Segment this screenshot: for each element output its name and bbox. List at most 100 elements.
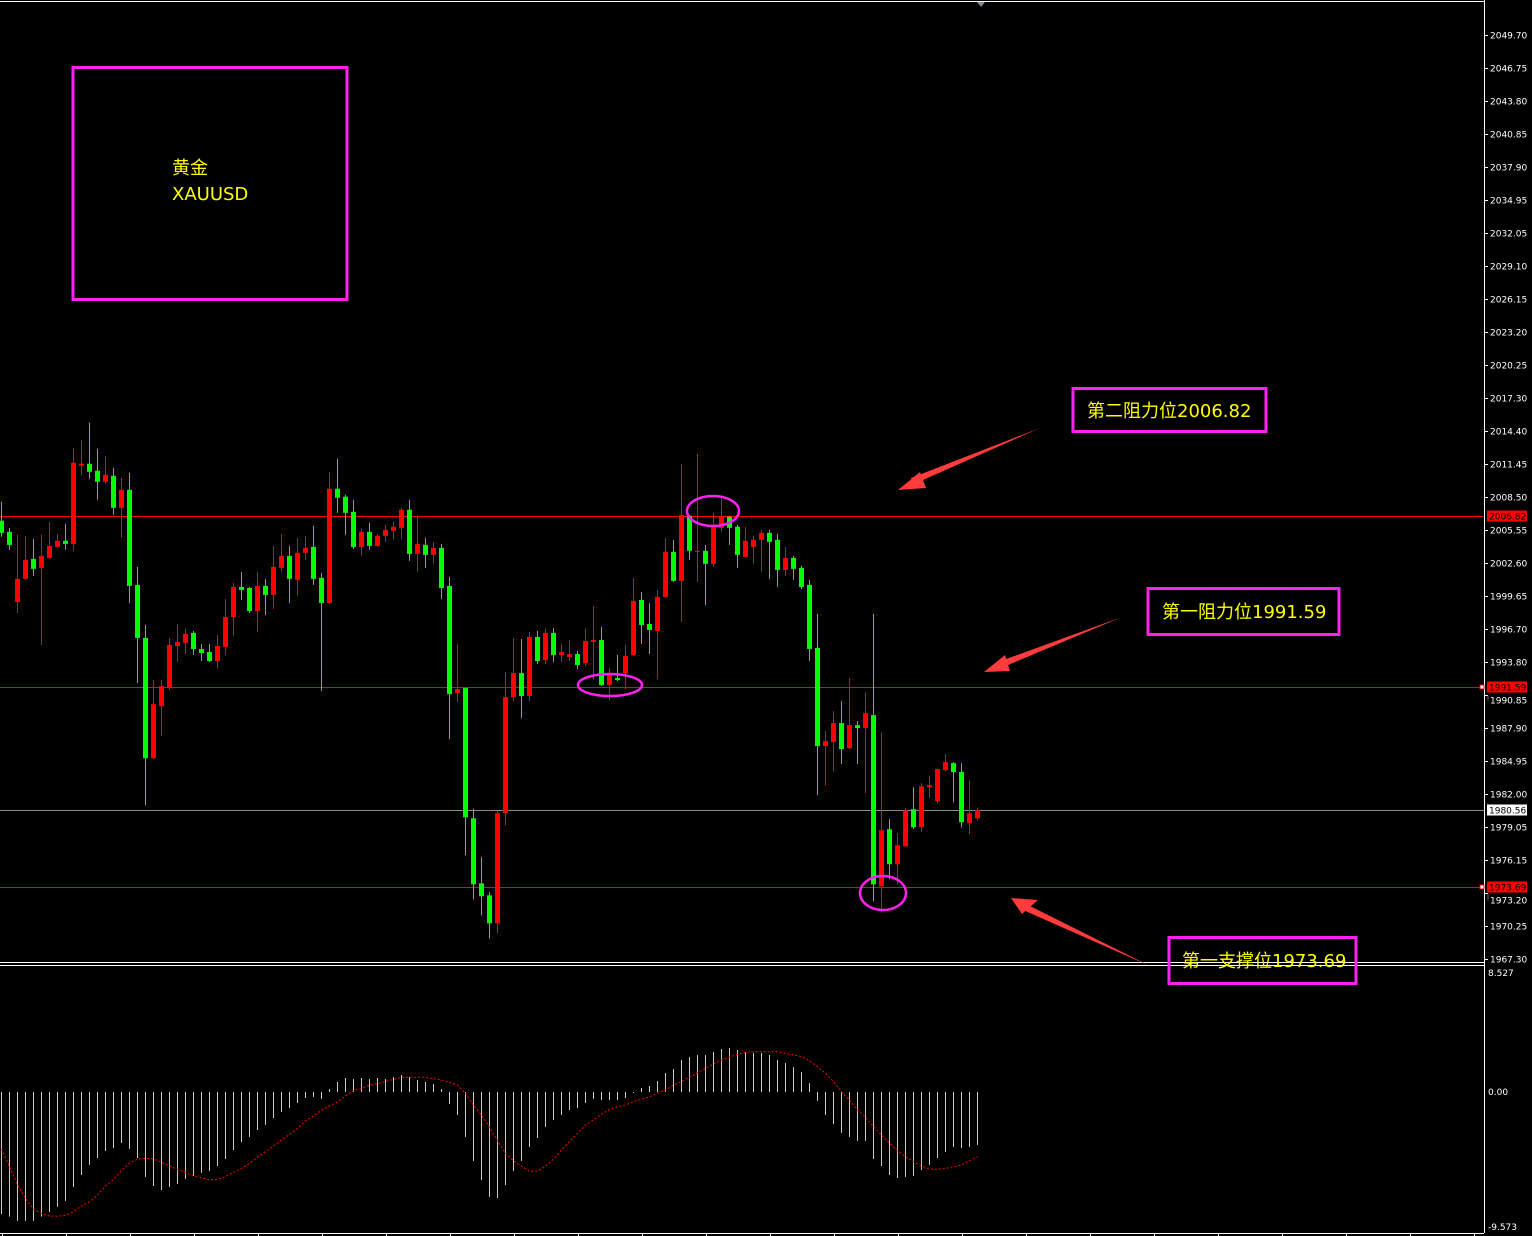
price-tick-label: 1984.95	[1490, 758, 1527, 768]
candle	[31, 538, 36, 576]
price-tick-label: 2020.25	[1490, 362, 1527, 372]
candle	[343, 494, 348, 535]
price-tick-label: 1999.65	[1490, 593, 1527, 603]
candle	[839, 701, 844, 765]
candle	[495, 811, 500, 934]
candle-body	[599, 639, 604, 686]
candle-body	[415, 543, 420, 554]
candle	[455, 644, 460, 703]
chart-shift-marker-icon[interactable]	[977, 2, 985, 7]
candle	[431, 541, 436, 564]
candle	[935, 769, 940, 804]
candle-body	[31, 558, 36, 569]
candle	[271, 545, 276, 609]
candle-body	[463, 688, 468, 818]
candle	[103, 455, 108, 484]
candle	[7, 527, 12, 550]
arrow-resistance2-head-icon	[898, 472, 926, 490]
candle-body	[759, 532, 764, 540]
candle-body	[71, 462, 76, 544]
candle	[871, 613, 876, 902]
price-tick-label: 1976.15	[1490, 857, 1527, 867]
candle	[743, 526, 748, 558]
candle-body	[511, 673, 516, 698]
candle-body	[367, 531, 372, 546]
price-tick-label: 2005.55	[1490, 527, 1527, 537]
candle-body	[903, 810, 908, 847]
candle	[135, 566, 140, 684]
candle-body	[663, 551, 668, 597]
candle-body	[175, 641, 180, 647]
candle-body	[927, 785, 932, 788]
candle	[759, 529, 764, 572]
candle-body	[959, 771, 964, 823]
candle	[351, 499, 356, 549]
candle-body	[551, 632, 556, 655]
candle	[927, 776, 932, 799]
candle-body	[23, 559, 28, 579]
candle	[703, 544, 708, 605]
price-tick-label: 2043.80	[1490, 98, 1527, 108]
candle-body	[591, 639, 596, 642]
price-tick-label: 2049.70	[1490, 32, 1527, 42]
candle	[191, 631, 196, 655]
level-price-label: 1973.69	[1489, 884, 1526, 894]
level-price-tag	[1487, 804, 1527, 816]
price-tick-label: 2040.85	[1490, 131, 1527, 141]
candle	[735, 524, 740, 568]
candle-body	[111, 475, 116, 508]
candle-body	[687, 515, 692, 551]
level-price-tag	[1487, 881, 1527, 893]
level-lines: 2006.82 1991.59 1980.56 1973.69	[0, 510, 1527, 894]
candle-body	[455, 689, 460, 694]
price-tick-label: 2029.10	[1490, 263, 1527, 273]
candle	[583, 628, 588, 666]
arrow-support1-head-icon	[1011, 898, 1038, 914]
symbol-box-name: 黄金	[172, 158, 208, 179]
candle-body	[207, 651, 212, 662]
price-axis: 2049.70 2046.75 2043.80 2040.85 2037.90 2034.…	[1484, 32, 1527, 966]
candle	[647, 602, 652, 654]
candle-body	[407, 509, 412, 554]
candle	[303, 535, 308, 560]
candle-body	[247, 587, 252, 611]
level-price-label: 1980.56	[1489, 807, 1526, 817]
candle	[535, 631, 540, 664]
highlight-ellipse-bottom	[858, 874, 908, 912]
candle	[279, 533, 284, 572]
candle	[79, 439, 84, 475]
candle-body	[751, 539, 756, 547]
candle	[903, 808, 908, 847]
candle	[815, 613, 820, 796]
candle-body	[743, 540, 748, 557]
candle-body	[103, 474, 108, 482]
candle	[967, 781, 972, 835]
candle	[823, 731, 828, 786]
level-price-label: 1991.59	[1489, 684, 1526, 694]
candle-body	[399, 509, 404, 528]
level-handle[interactable]	[1479, 684, 1485, 690]
level-handle[interactable]	[1479, 884, 1485, 890]
candle	[359, 528, 364, 555]
highlight-ellipse-top	[685, 494, 741, 528]
candle-body	[895, 845, 900, 865]
candle-body	[951, 763, 956, 772]
symbol-box	[71, 66, 349, 301]
price-tick-label: 1973.20	[1490, 897, 1527, 907]
candle	[855, 721, 860, 765]
candle-body	[911, 809, 916, 828]
candle-body	[783, 557, 788, 570]
candle	[0, 501, 4, 537]
candle	[687, 514, 692, 560]
arrows	[898, 428, 1150, 966]
candle-body	[607, 674, 612, 686]
candle	[639, 591, 644, 645]
candle-body	[711, 525, 716, 564]
candle-body	[63, 540, 68, 544]
price-tick-label: 2037.90	[1490, 164, 1527, 174]
candle	[511, 637, 516, 702]
level-price-label: 2006.82	[1489, 513, 1526, 523]
candle-body	[167, 645, 172, 689]
